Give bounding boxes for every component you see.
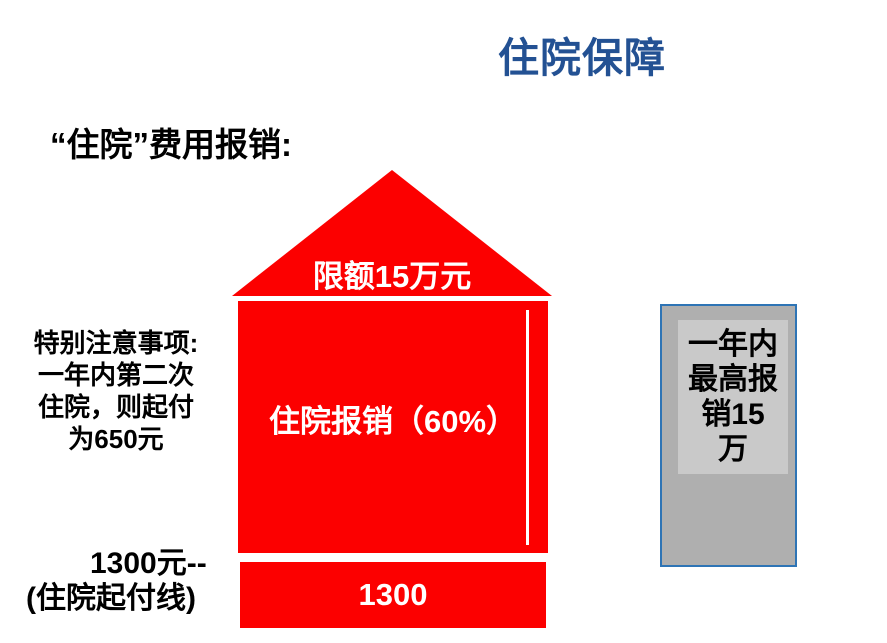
annual-cap-label: 一年内 最高报 销15 万 xyxy=(688,328,778,466)
house-base-bar: 1300 xyxy=(240,562,546,628)
deductible-line-caption: (住院起付线) xyxy=(26,582,196,615)
roof-limit-label: 限额15万元 xyxy=(312,259,472,294)
body-divider-line xyxy=(526,310,529,545)
special-note-text: 特别注意事项: 一年内第二次 住院，则起付 为650元 xyxy=(33,328,199,454)
deductible-amount-label: 1300 xyxy=(358,577,428,612)
section-heading: “住院”费用报销: xyxy=(50,126,292,163)
slide-title: 住院保障 xyxy=(498,35,666,81)
deductible-line-value: 1300元-- xyxy=(90,547,207,580)
reimbursement-rate-label: 住院报销（60%） xyxy=(268,403,518,439)
house-body-rect: 住院报销（60%） xyxy=(238,301,548,553)
house-roof-triangle xyxy=(232,170,552,296)
annual-cap-inner-panel: 一年内 最高报 销15 万 xyxy=(678,320,788,474)
annual-cap-box: 一年内 最高报 销15 万 xyxy=(660,304,797,567)
